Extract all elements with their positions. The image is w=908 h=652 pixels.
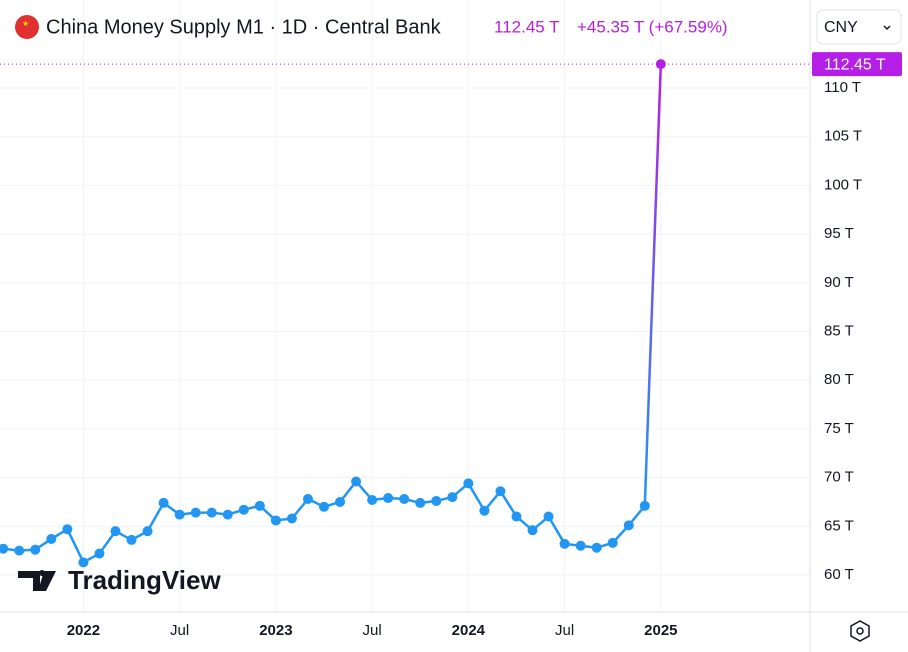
point [206,507,217,518]
point [222,509,233,520]
settings-icon [850,620,870,642]
y-tick-label: 60 T [824,566,854,583]
point [110,526,121,537]
settings-button[interactable] [850,620,870,642]
price-box-label: 112.45 T [824,56,886,73]
point [78,557,89,568]
x-tick-label: 2025 [644,622,677,639]
point [623,520,634,531]
point [447,492,458,503]
point [463,478,474,489]
last-value: 112.45 T [494,17,560,36]
point [254,500,265,511]
point [94,548,105,559]
x-tick-label: Jul [170,622,189,639]
point [607,537,618,548]
point [559,538,570,549]
point [30,544,41,555]
dropdown-arrow [883,25,891,31]
point [270,515,281,526]
flag-star: ★ [22,19,29,28]
point [511,511,522,522]
point [351,476,362,487]
price-box [812,52,902,77]
point [415,497,426,508]
x-tick-label: 2023 [259,622,292,639]
y-tick-label: 95 T [824,225,854,242]
point [575,540,586,551]
logo [18,570,56,591]
y-tick-label: 105 T [824,128,862,145]
y-tick-label: 100 T [824,176,862,193]
point [431,495,442,506]
point [302,494,313,505]
point [591,542,602,553]
point [142,526,153,537]
settings-icon-center [856,627,864,635]
y-tick-label: 70 T [824,469,854,486]
point [174,509,185,520]
y-tick-label: 75 T [824,420,854,437]
point [335,496,346,507]
point [655,59,666,70]
y-tick-label: 85 T [824,322,854,339]
point [62,524,73,535]
change: +45.35 T (+67.59%) [577,17,728,36]
watermark-text: TradingView [68,565,221,595]
point [383,493,394,504]
line [3,64,663,564]
x-tick-label: Jul [555,622,574,639]
point [527,525,538,536]
y-tick-label: 90 T [824,274,854,291]
watermark: TradingView [18,565,221,595]
currency-select[interactable] [816,9,902,45]
flag [15,15,39,39]
point [399,494,410,505]
point [46,533,57,544]
point [639,500,650,511]
point [238,504,249,515]
currency-label: CNY [824,19,858,36]
point [319,501,329,512]
point [190,507,201,518]
point [495,486,506,497]
chart-title: China Money Supply M1 · 1D · Central Ban… [46,16,442,38]
header: ★ China Money Supply M1 · 1D · Central B… [15,15,728,39]
point [158,497,169,508]
point [0,543,9,554]
x-tick-label: 2022 [67,622,100,639]
y-tick-label: 110 T [824,79,861,96]
y-tick-label: 80 T [824,371,854,388]
y-tick-label: 65 T [824,517,854,534]
point [126,534,137,545]
x-tick-label: 2024 [452,622,486,639]
point [479,505,490,516]
point [286,513,297,524]
x-tick-label: Jul [363,622,382,639]
point [543,511,554,522]
point [14,545,25,556]
point [367,494,378,505]
